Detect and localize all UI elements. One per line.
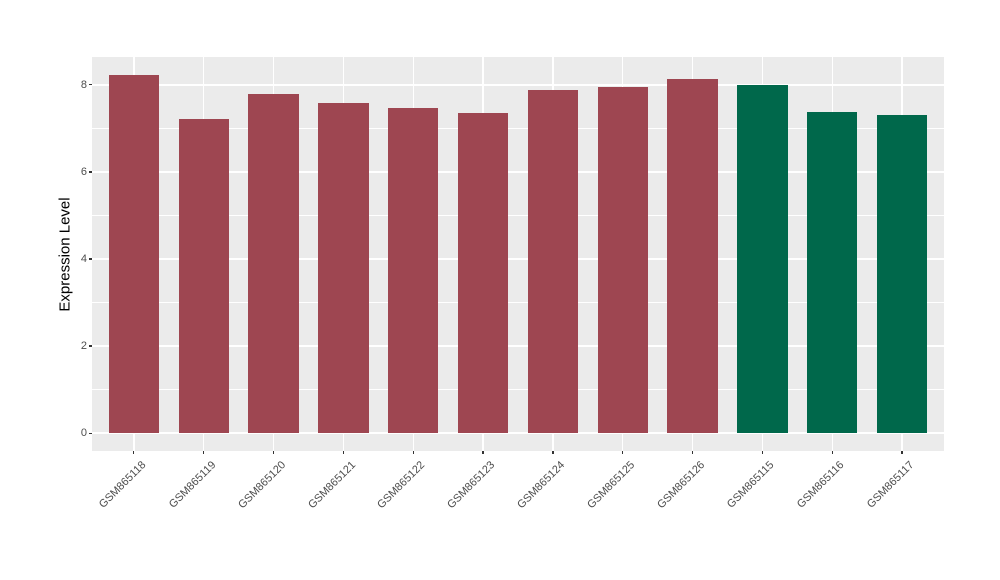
x-tick-label-text-GSM865123: GSM865123 [445,459,498,512]
minor-gridline-y-7 [92,128,944,129]
x-tick-mark-GSM865117 [901,451,903,454]
bar-GSM865119 [178,118,229,434]
bar-GSM865115 [737,84,788,434]
y-tick-label-4: 4 [80,253,87,265]
x-tick-mark-GSM865118 [133,451,135,454]
x-tick-mark-GSM865115 [761,451,763,454]
bar-GSM865117 [876,115,928,434]
bar-GSM865118 [108,74,160,434]
bar-GSM865124 [527,89,579,434]
y-tick-label-6: 6 [80,165,87,178]
major-gridline-y-6 [92,171,944,173]
x-tick-label-text-GSM865119: GSM865119 [166,459,219,511]
minor-gridline-y-3 [92,302,944,303]
x-tick-mark-GSM865124 [552,451,554,454]
minor-gridline-y-5 [92,215,944,216]
x-tick-label-text-GSM865117: GSM865117 [864,459,917,511]
y-tick-mark-0 [89,432,92,434]
x-tick-label-text-GSM865122: GSM865122 [375,459,428,512]
x-tick-mark-GSM865120 [272,451,275,454]
x-tick-label-text-GSM865115: GSM865115 [725,459,777,511]
bar-GSM865125 [597,86,648,434]
x-tick-label-text-GSM865124: GSM865124 [515,459,568,512]
bar-GSM865120 [248,93,299,434]
bar-GSM865121 [318,103,369,434]
x-tick-label-text-GSM865121: GSM865121 [305,459,358,512]
minor-gridline-y-1 [92,389,944,391]
bar-GSM865122 [388,107,439,434]
y-tick-label-2: 2 [80,340,87,353]
x-tick-mark-GSM865116 [831,451,833,454]
x-tick-mark-GSM865126 [691,451,694,454]
x-tick-label-text-GSM865116: GSM865116 [795,459,847,511]
x-tick-mark-GSM865123 [482,451,484,454]
x-tick-mark-GSM865125 [622,451,624,454]
x-tick-mark-GSM865122 [412,451,414,454]
plot-panel [92,57,944,451]
major-gridline-y-4 [92,258,944,260]
y-tick-mark-8 [89,84,92,86]
major-gridline-y-8 [92,84,944,86]
x-tick-label-text-GSM865120: GSM865120 [235,459,289,512]
y-tick-mark-2 [89,345,92,347]
x-tick-label-text-GSM865125: GSM865125 [585,459,638,512]
x-tick-label-text-GSM865126: GSM865126 [654,459,708,512]
x-tick-label-text-GSM865118: GSM865118 [96,459,149,511]
x-tick-mark-GSM865121 [342,451,344,454]
bar-GSM865126 [667,79,718,434]
major-gridline-y-0 [92,432,944,434]
major-gridline-y-2 [92,345,944,347]
x-tick-mark-GSM865119 [203,451,205,454]
y-tick-label-0: 0 [80,427,87,440]
y-tick-label-8: 8 [80,78,87,91]
y-tick-mark-6 [89,171,92,173]
y-tick-mark-4 [89,258,92,260]
bar-GSM865123 [457,112,509,434]
bar-GSM865116 [807,111,858,434]
